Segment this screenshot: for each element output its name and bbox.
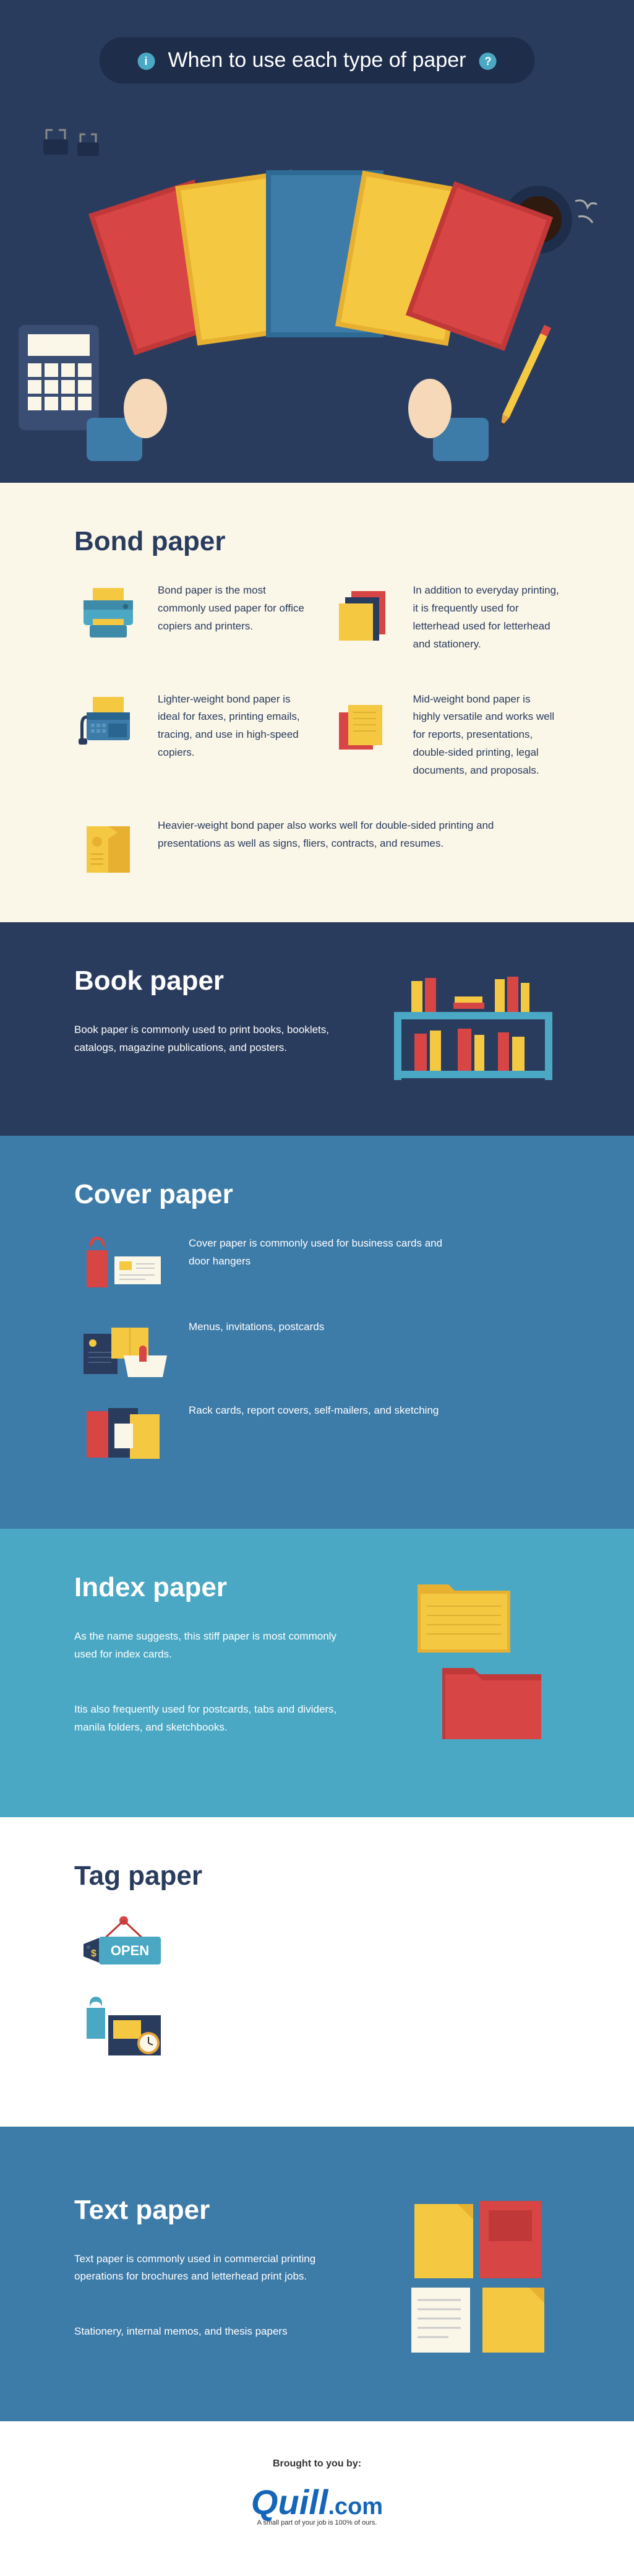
bond-text: Bond paper is the most commonly used pap… <box>158 582 305 636</box>
title-banner: i When to use each type of paper ? <box>99 37 535 84</box>
tag-item: OPEN $ Tag paper is commonly used for ret… <box>74 1916 560 1978</box>
cover-section: Cover paper Cover paper is commonly used… <box>0 1136 634 1529</box>
tag-item: Door hangers, direct mail postcards, men… <box>74 2000 560 2062</box>
svg-text:$: $ <box>91 1948 96 1959</box>
book-title: Book paper <box>74 966 334 996</box>
page-title: When to use each type of paper <box>168 48 466 72</box>
index-text-2: Itis also frequently used for postcards,… <box>74 1701 346 1737</box>
cover-title: Cover paper <box>74 1179 560 1210</box>
index-text-1: As the name suggests, this stiff paper i… <box>74 1628 346 1664</box>
logo-main: Quill <box>251 2483 328 2522</box>
bond-text: Mid-weight bond paper is highly versatil… <box>413 691 560 780</box>
fax-icon <box>74 691 142 753</box>
footer-brought: Brought to you by: <box>0 2458 634 2470</box>
text-paper-icon <box>399 2195 560 2359</box>
printer-icon <box>74 582 142 644</box>
divider <box>0 2127 634 2151</box>
cover-item: Menus, invitations, postcards <box>74 1318 560 1380</box>
svg-text:OPEN: OPEN <box>111 1943 149 1958</box>
index-cards-icon <box>399 1572 560 1748</box>
tag-section: Tag paper OPEN $ Tag paper is commonly us… <box>0 1817 634 2127</box>
paper-stack-alt-icon <box>330 691 398 753</box>
index-title: Index paper <box>74 1572 346 1603</box>
tag-text: Tag paper is commonly used for retail si… <box>189 1916 448 1952</box>
bond-title: Bond paper <box>74 526 560 557</box>
cover-text: Menus, invitations, postcards <box>189 1318 448 1336</box>
timecard-icon <box>74 2000 173 2062</box>
text-paper-text-2: Stationery, internal memos, and thesis p… <box>74 2323 346 2341</box>
cover-item: Rack cards, report covers, self-mailers,… <box>74 1402 560 1464</box>
bond-item: Mid-weight bond paper is highly versatil… <box>330 691 560 780</box>
bond-item: Heavier-weight bond paper also works wel… <box>74 817 560 879</box>
bond-item: Lighter-weight bond paper is ideal for f… <box>74 691 305 780</box>
logo-com: .com <box>328 2494 383 2520</box>
book-text: Book paper is commonly used to print boo… <box>74 1021 334 1057</box>
brochure-icon <box>74 817 142 879</box>
header-section: i When to use each type of paper ? <box>0 0 634 483</box>
paper-stack-icon <box>330 582 398 644</box>
text-section: Text paper Text paper is commonly used i… <box>0 2151 634 2422</box>
book-section: Book paper Book paper is commonly used t… <box>0 922 634 1136</box>
footer: Brought to you by: Quill.com A small par… <box>0 2421 634 2576</box>
bond-item: In addition to everyday printing, it is … <box>330 582 560 654</box>
cover-text: Rack cards, report covers, self-mailers,… <box>189 1402 448 1420</box>
rack-cards-icon <box>74 1402 173 1464</box>
question-icon: ? <box>479 53 497 70</box>
open-sign-icon: OPEN $ <box>74 1916 173 1978</box>
text-title: Text paper <box>74 2195 346 2226</box>
bond-section: Bond paper Bond paper is the most common… <box>0 483 634 922</box>
index-section: Index paper As the name suggests, this s… <box>0 1529 634 1817</box>
footer-tagline: A small part of your job is 100% of ours… <box>0 2519 634 2526</box>
door-hanger-icon <box>74 1235 173 1297</box>
cover-text: Cover paper is commonly used for busines… <box>189 1235 448 1271</box>
cover-item: Cover paper is commonly used for busines… <box>74 1235 560 1297</box>
bookshelf-icon <box>387 966 560 1092</box>
footer-logo: Quill.com <box>0 2482 634 2522</box>
menu-icon <box>74 1318 173 1380</box>
bond-text: Heavier-weight bond paper also works wel… <box>158 817 560 853</box>
info-icon: i <box>137 53 155 70</box>
bond-text: In addition to everyday printing, it is … <box>413 582 560 654</box>
tag-title: Tag paper <box>74 1861 560 1891</box>
text-paper-text-1: Text paper is commonly used in commercia… <box>74 2250 346 2286</box>
hero-illustration <box>0 108 634 480</box>
bond-text: Lighter-weight bond paper is ideal for f… <box>158 691 305 763</box>
bond-item: Bond paper is the most commonly used pap… <box>74 582 305 654</box>
tag-text: Door hangers, direct mail postcards, men… <box>189 2000 448 2036</box>
